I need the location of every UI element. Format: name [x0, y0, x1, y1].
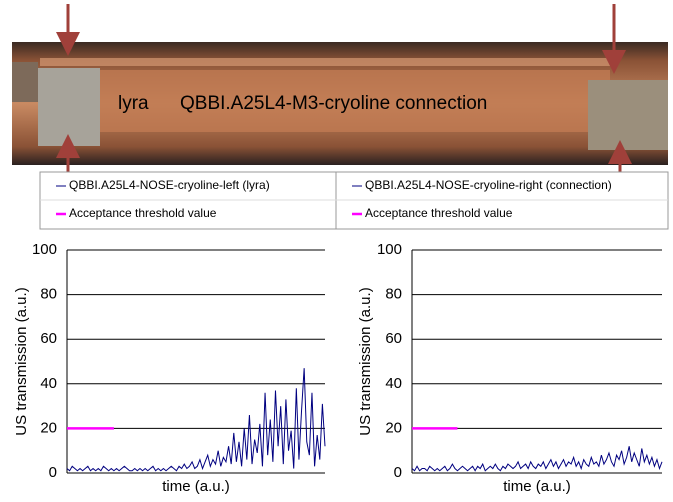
- series-line: [411, 446, 663, 472]
- y-axis-label: US transmission (a.u.): [13, 287, 30, 435]
- y-tick-label: 40: [385, 375, 402, 392]
- x-axis-label: time (a.u.): [503, 478, 571, 495]
- y-tick-label: 0: [49, 464, 57, 481]
- y-tick-label: 20: [385, 419, 402, 436]
- photo: lyra QBBI.A25L4-M3-cryoline connection: [12, 42, 668, 165]
- legend: [39, 171, 669, 230]
- legend-label: QBBI.A25L4-NOSE-cryoline-right (connecti…: [365, 178, 612, 192]
- photo-caption: QBBI.A25L4-M3-cryoline connection: [180, 93, 487, 114]
- y-tick-label: 40: [40, 375, 57, 392]
- legend-label: QBBI.A25L4-NOSE-cryoline-left (lyra): [69, 178, 270, 192]
- photo-caption-left: lyra: [118, 93, 149, 114]
- y-axis-label: US transmission (a.u.): [357, 287, 374, 435]
- legend-label: Acceptance threshold value: [69, 206, 217, 220]
- legend-label: Acceptance threshold value: [365, 206, 513, 220]
- x-axis-label: time (a.u.): [162, 478, 230, 495]
- y-tick-label: 0: [394, 464, 402, 481]
- y-tick-label: 20: [40, 419, 57, 436]
- y-tick-label: 60: [385, 330, 402, 347]
- y-tick-label: 80: [385, 286, 402, 303]
- y-tick-label: 100: [377, 241, 402, 258]
- y-tick-label: 100: [32, 241, 57, 258]
- series-line: [66, 368, 326, 472]
- y-tick-label: 60: [40, 330, 57, 347]
- y-tick-label: 80: [40, 286, 57, 303]
